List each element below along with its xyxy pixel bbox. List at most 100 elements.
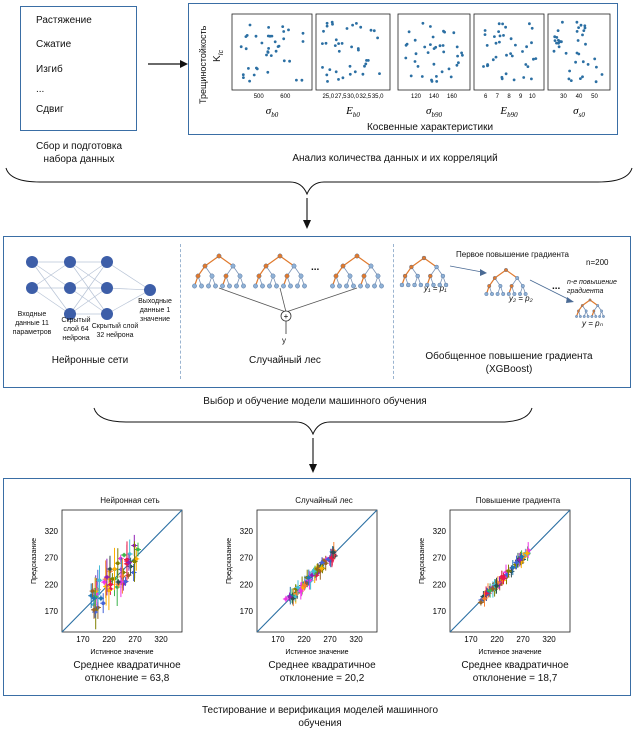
corr-point [561, 20, 564, 24]
xgb-arrow-1 [449, 265, 483, 273]
tree-node [518, 292, 522, 296]
test-point [102, 580, 107, 584]
tree-node [592, 309, 596, 313]
test-point [97, 578, 102, 583]
tree-node [434, 264, 439, 270]
corr-point [326, 80, 329, 83]
tree-node [365, 283, 370, 289]
corr-point [500, 75, 504, 79]
corr-point [348, 72, 352, 76]
test-point [316, 566, 321, 571]
nn-neuron [101, 256, 113, 268]
nn-connection [31, 261, 71, 289]
corr-point [245, 34, 249, 37]
test-point [518, 558, 522, 562]
test-point [116, 561, 120, 565]
tree-node [291, 263, 297, 269]
corr-point [254, 34, 258, 38]
corr-point [334, 70, 338, 74]
dataset-caption: Сбор и подготовка набора данных [35, 141, 123, 165]
test-x-tick: 170 [464, 635, 478, 644]
tree-node [202, 263, 208, 269]
corr-point [594, 80, 598, 84]
test-point [120, 574, 125, 578]
corr-point [553, 35, 557, 39]
corr-tick-label: 40 [576, 94, 583, 100]
correlation-box [188, 3, 618, 135]
corr-point [443, 30, 446, 34]
corr-point [287, 28, 290, 32]
tree-edge [581, 299, 591, 306]
corr-point [363, 64, 366, 68]
corr-point [593, 57, 597, 61]
tree-node [213, 283, 218, 289]
nn-connection [69, 261, 108, 289]
corr-point [497, 22, 501, 26]
corr-point [248, 23, 252, 27]
corr-point [557, 45, 561, 49]
corr-panel-frame [231, 13, 313, 91]
test-x-tick: 270 [516, 635, 530, 644]
corr-point [558, 40, 561, 44]
test-y-label: Предсказание [31, 538, 38, 584]
test-point [514, 560, 519, 565]
tree-node [241, 283, 246, 289]
corr-tick-label: 27,5 [335, 94, 347, 100]
corr-point [376, 36, 379, 40]
tree-node [487, 284, 492, 288]
nn-connection [31, 287, 71, 315]
corr-point [266, 50, 270, 54]
rf-merge-line [285, 287, 358, 313]
corr-point [582, 29, 586, 32]
tree-node [402, 273, 408, 279]
nn-input-label: Входные данные 11 параметров [12, 311, 52, 336]
plot1-title: Нейронная сеть [100, 496, 160, 505]
rf-title: Случайный лес [249, 355, 321, 366]
corr-point [522, 76, 526, 79]
tree-node [509, 284, 514, 288]
nn-neuron [64, 256, 76, 268]
corr-point [404, 43, 408, 47]
test-point [122, 553, 126, 557]
tree-node [580, 304, 584, 307]
tree-node [274, 283, 279, 289]
corr-point [277, 44, 281, 48]
tree-edge [218, 255, 234, 267]
corr-point [407, 30, 411, 34]
corr-point [301, 40, 305, 43]
corr-point [575, 20, 579, 24]
corr-point [574, 60, 577, 64]
test-point [311, 569, 316, 574]
corr-tick-label: 50 [591, 94, 598, 100]
test-point [107, 588, 111, 593]
corr-point [321, 42, 324, 45]
corr-tick-label: 160 [447, 94, 458, 100]
tree-node [415, 273, 420, 279]
tree-node [220, 283, 225, 289]
xgb-y2: y₂ = p₂ [509, 294, 533, 303]
corr-point [586, 63, 590, 66]
corr-point [552, 49, 556, 53]
tree-node [586, 315, 590, 318]
corr-point [337, 49, 341, 53]
test-point [90, 589, 95, 593]
tree-node [347, 273, 353, 279]
corr-point [282, 37, 286, 41]
test-y-tick: 320 [45, 527, 59, 536]
test-y-tick: 220 [240, 580, 254, 589]
tree-node [440, 273, 446, 279]
tree-node [237, 273, 243, 279]
tree-node [230, 263, 236, 269]
tree-edge [423, 257, 437, 268]
plot3-title: Повышение градиента [475, 496, 561, 505]
tree-node [424, 282, 430, 288]
test-point [479, 600, 483, 605]
tree-node [195, 273, 201, 279]
corr-point [413, 38, 417, 42]
nn-title: Нейронные сети [51, 355, 129, 366]
test-x-tick: 220 [102, 635, 116, 644]
corr-point [555, 36, 559, 39]
corr-point [325, 24, 329, 28]
test-point [132, 559, 137, 564]
